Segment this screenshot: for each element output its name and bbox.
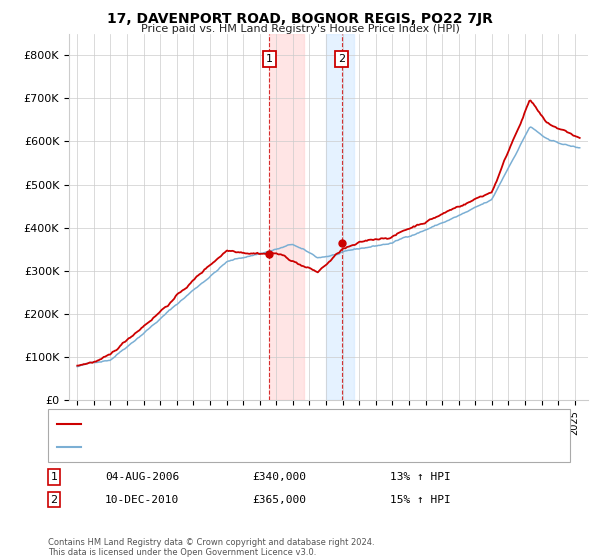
Text: £365,000: £365,000 [252, 494, 306, 505]
Text: 2: 2 [50, 494, 58, 505]
Text: 1: 1 [50, 472, 58, 482]
Text: Price paid vs. HM Land Registry's House Price Index (HPI): Price paid vs. HM Land Registry's House … [140, 24, 460, 34]
Text: 17, DAVENPORT ROAD, BOGNOR REGIS, PO22 7JR (detached house): 17, DAVENPORT ROAD, BOGNOR REGIS, PO22 7… [85, 419, 418, 429]
Text: 10-DEC-2010: 10-DEC-2010 [105, 494, 179, 505]
Text: 15% ↑ HPI: 15% ↑ HPI [390, 494, 451, 505]
Text: 2: 2 [338, 54, 345, 64]
Bar [326, 34, 354, 400]
Text: 17, DAVENPORT ROAD, BOGNOR REGIS, PO22 7JR: 17, DAVENPORT ROAD, BOGNOR REGIS, PO22 7… [107, 12, 493, 26]
Text: 1: 1 [266, 54, 273, 64]
Text: Contains HM Land Registry data © Crown copyright and database right 2024.
This d: Contains HM Land Registry data © Crown c… [48, 538, 374, 557]
Bar [269, 34, 304, 400]
Text: HPI: Average price, detached house, Arun: HPI: Average price, detached house, Arun [85, 442, 289, 452]
Text: 04-AUG-2006: 04-AUG-2006 [105, 472, 179, 482]
Text: £340,000: £340,000 [252, 472, 306, 482]
Text: 13% ↑ HPI: 13% ↑ HPI [390, 472, 451, 482]
